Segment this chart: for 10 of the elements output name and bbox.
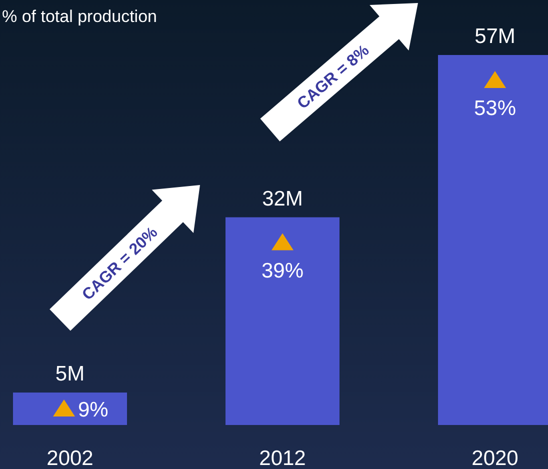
data-label: 57M (474, 25, 516, 48)
data-label: 5M (55, 362, 85, 386)
x-tick-label: 2002 (46, 447, 94, 469)
x-tick-label: 2012 (259, 447, 306, 469)
annotation: 53% (474, 97, 516, 120)
text: % of total production (2, 7, 157, 26)
annotation: 39% (261, 259, 304, 282)
x-tick-label: 2020 (472, 447, 518, 469)
annotation: 9% (78, 398, 108, 422)
data-label: 32M (262, 187, 303, 210)
